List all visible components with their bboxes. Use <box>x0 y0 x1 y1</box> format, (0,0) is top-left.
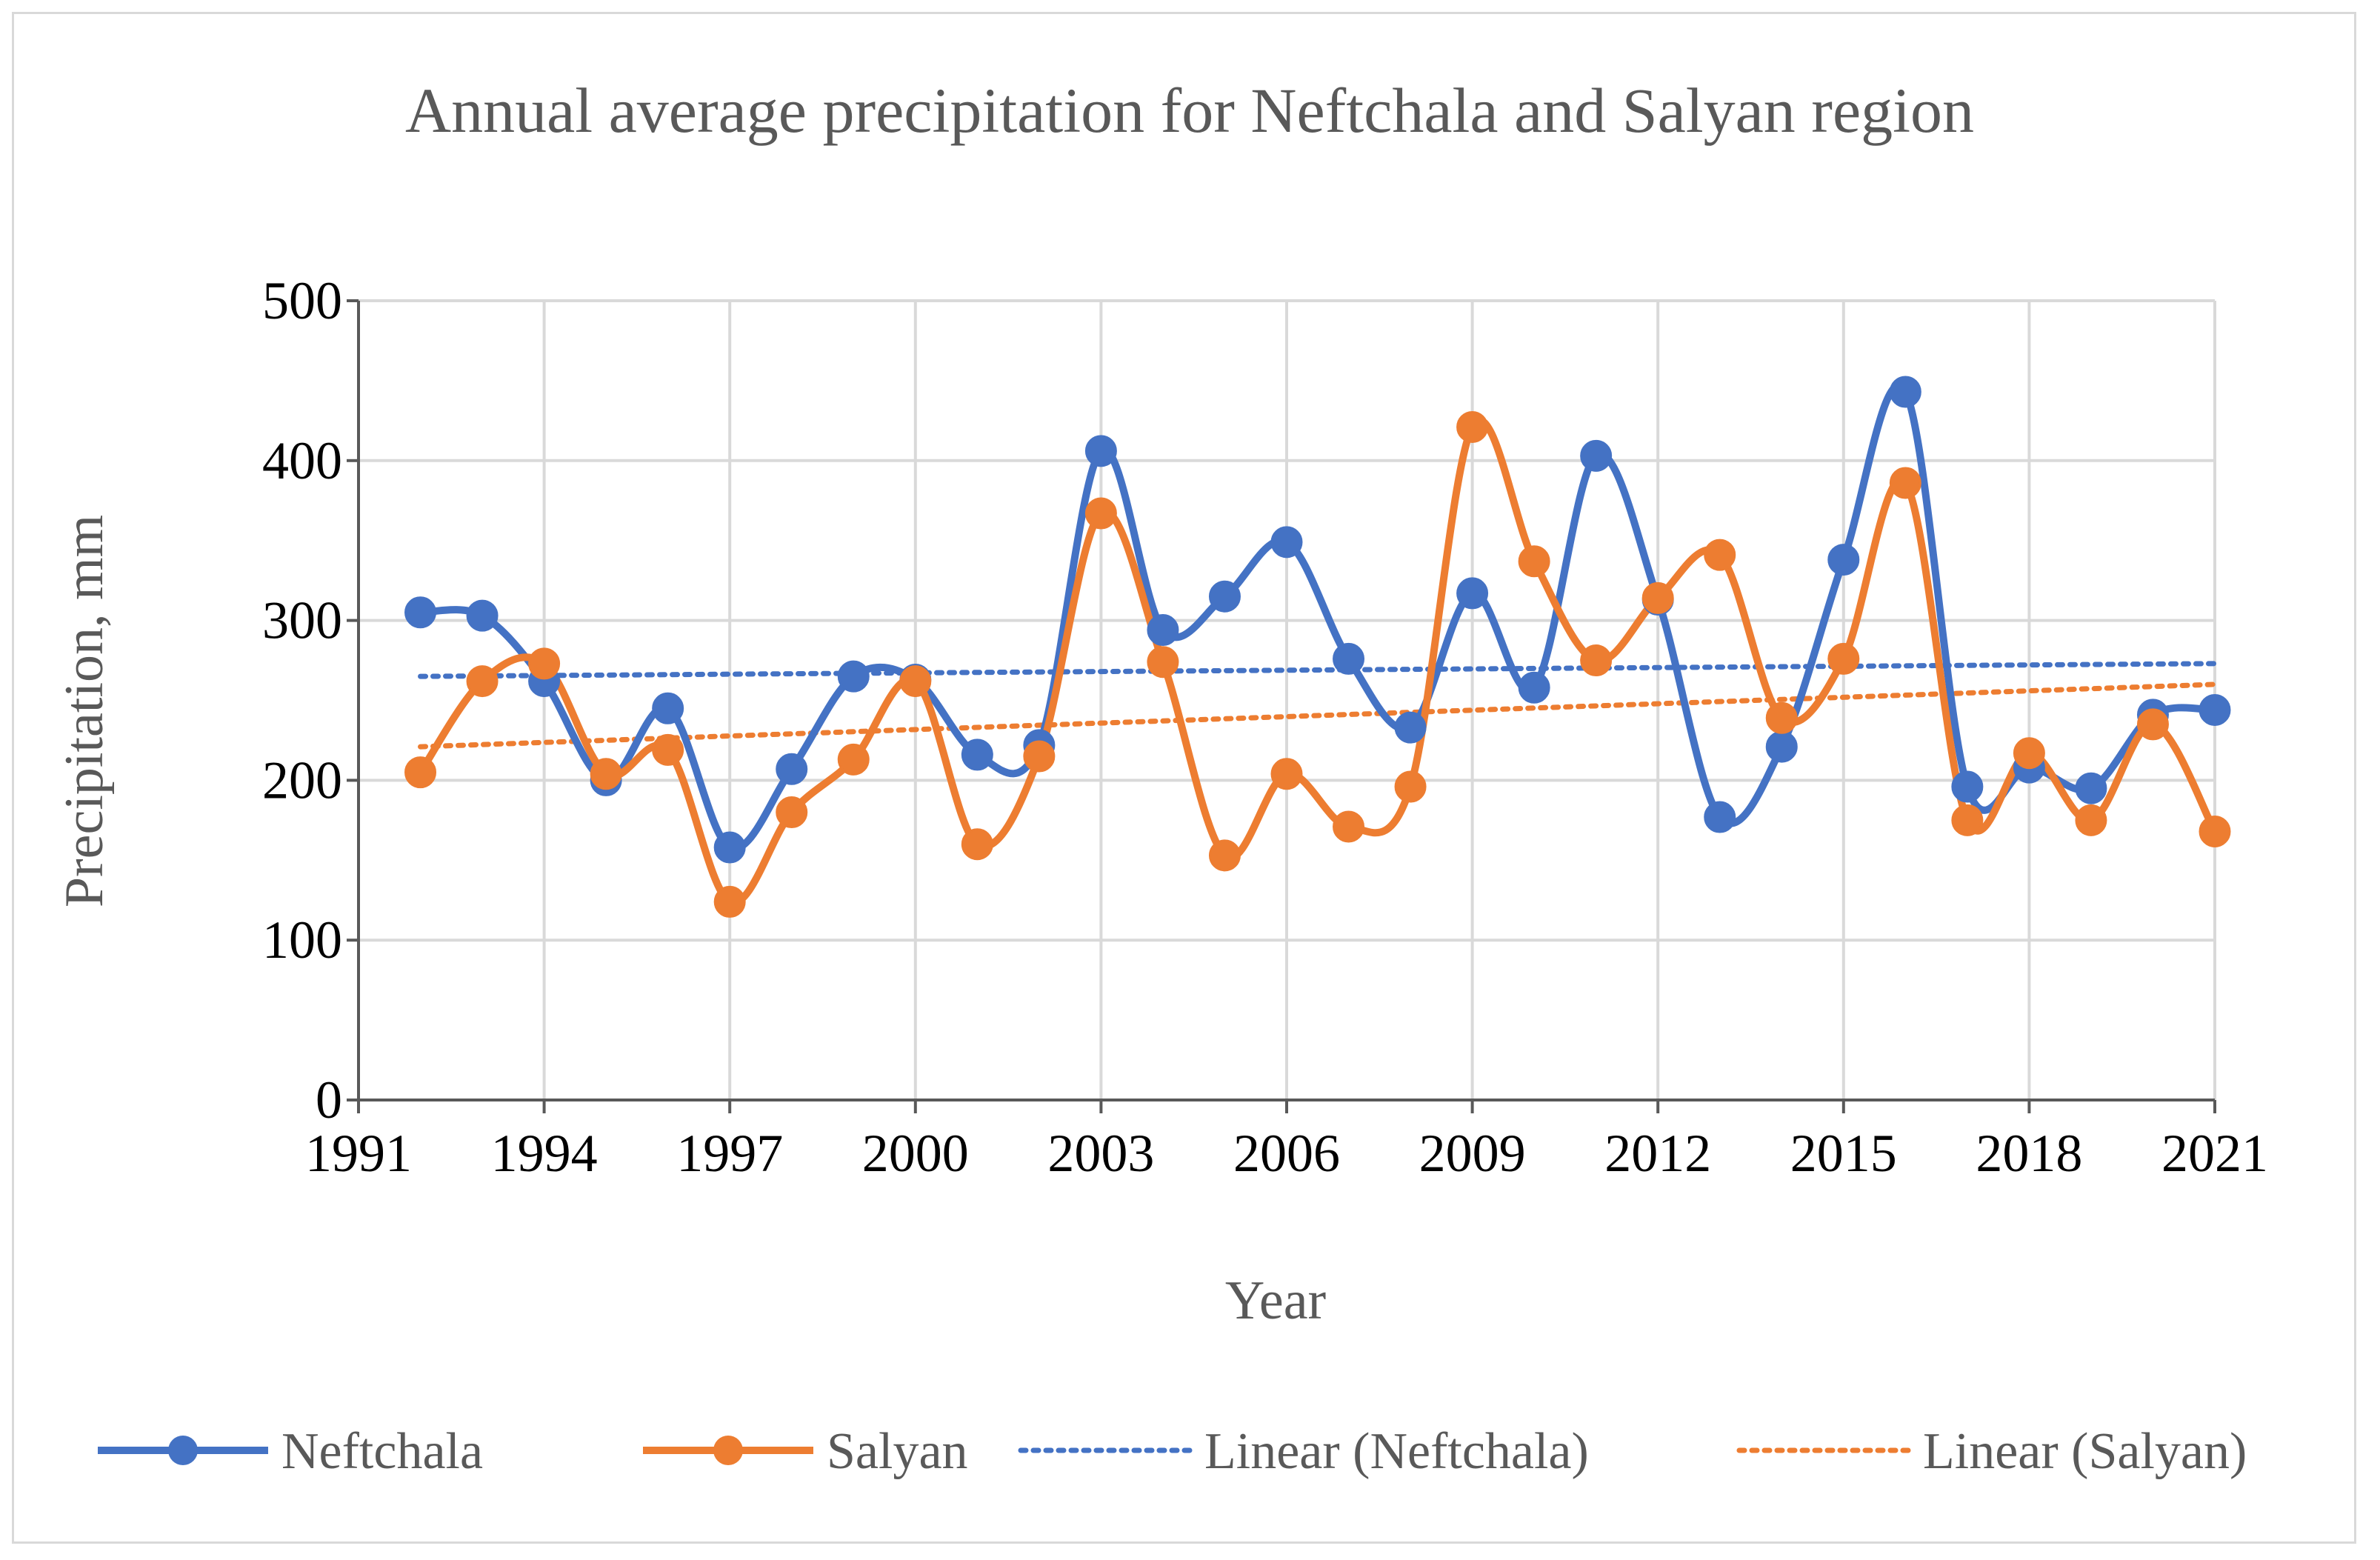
trendline-linear-salyan <box>418 681 2218 750</box>
point-neftchala-2011 <box>1580 439 1613 472</box>
point-salyan-2011 <box>1580 644 1613 677</box>
point-neftchala-1992 <box>404 596 437 629</box>
point-neftchala-1999 <box>837 660 870 693</box>
x-tick-label: 2018 <box>1976 1124 2082 1183</box>
y-tick-label: 200 <box>262 750 342 810</box>
legend-marker-neftchala <box>168 1436 198 1465</box>
point-neftchala-2008 <box>1394 711 1427 744</box>
point-salyan-2017 <box>1951 804 1984 836</box>
point-salyan-2020 <box>2136 708 2169 741</box>
legend-label-neftchala: Neftchala <box>281 1423 483 1480</box>
point-salyan-2006 <box>1270 758 1303 790</box>
point-neftchala-2007 <box>1333 642 1365 675</box>
point-salyan-1992 <box>404 756 437 789</box>
point-salyan-2003 <box>1084 497 1117 530</box>
point-salyan-2001 <box>961 828 993 861</box>
x-tick-label: 2000 <box>862 1124 969 1183</box>
point-salyan-2007 <box>1333 810 1365 843</box>
point-neftchala-1998 <box>776 753 808 785</box>
point-neftchala-1997 <box>713 831 746 864</box>
legend: Neftchala Salyan Linear (Neftchala) Linear … <box>98 1423 2247 1480</box>
point-salyan-1993 <box>466 665 499 698</box>
point-salyan-1997 <box>713 885 746 918</box>
grid-layer <box>359 299 2216 1100</box>
legend-label-linear-salyan: Linear (Salyan) <box>1923 1423 2247 1480</box>
point-salyan-2015 <box>1827 642 1860 675</box>
point-neftchala-2004 <box>1147 614 1179 647</box>
x-tick-label: 2021 <box>2161 1124 2268 1183</box>
point-salyan-1999 <box>837 743 870 776</box>
x-tick-label: 2009 <box>1419 1124 1526 1183</box>
point-salyan-2000 <box>899 665 932 698</box>
marker-layer <box>404 376 2231 918</box>
point-neftchala-2001 <box>961 739 993 771</box>
x-axis-label: Year <box>1225 1270 1326 1331</box>
point-neftchala-2015 <box>1827 544 1860 576</box>
series-layer <box>417 381 2219 907</box>
point-salyan-2009 <box>1456 410 1489 443</box>
legend-marker-salyan <box>713 1436 743 1465</box>
point-neftchala-2005 <box>1208 580 1241 613</box>
x-tick-label: 2015 <box>1790 1124 1897 1183</box>
chart-title: Annual average precipitation for Neftcha… <box>405 75 1974 146</box>
x-tick-label: 1997 <box>676 1124 783 1183</box>
point-salyan-2010 <box>1518 545 1550 578</box>
x-tick-label: 2003 <box>1047 1124 1154 1183</box>
x-tick-label: 1991 <box>305 1124 412 1183</box>
point-salyan-2021 <box>2199 815 2231 847</box>
point-salyan-2016 <box>1889 467 1921 499</box>
point-neftchala-2021 <box>2199 693 2231 726</box>
x-tick-label: 2012 <box>1604 1124 1711 1183</box>
point-salyan-2014 <box>1765 701 1798 734</box>
point-salyan-2012 <box>1641 581 1674 614</box>
trend-layer <box>418 661 2218 750</box>
y-tick-label: 0 <box>316 1070 342 1130</box>
point-neftchala-1996 <box>652 692 684 724</box>
point-neftchala-2003 <box>1084 435 1117 467</box>
legend-label-linear-neftchala: Linear (Neftchala) <box>1204 1423 1589 1480</box>
axes-layer: 0 100 200 300 400 500 1991 1994 1997 2000 2003 2006… <box>262 271 2268 1183</box>
y-tick-label: 100 <box>262 910 342 970</box>
point-salyan-2019 <box>2075 804 2107 836</box>
x-tick-label: 1994 <box>491 1124 598 1183</box>
point-neftchala-1993 <box>466 599 499 632</box>
point-salyan-1996 <box>652 733 684 766</box>
y-tick-label: 400 <box>262 431 342 490</box>
trendline-linear-neftchala <box>418 661 2218 679</box>
point-salyan-2008 <box>1394 770 1427 803</box>
point-salyan-2002 <box>1023 740 1056 773</box>
point-neftchala-2017 <box>1951 770 1984 803</box>
point-neftchala-2009 <box>1456 577 1489 610</box>
legend-label-salyan: Salyan <box>827 1423 968 1480</box>
point-neftchala-2010 <box>1518 671 1550 704</box>
point-neftchala-2019 <box>2075 772 2107 804</box>
y-axis-label: Precipitation, mm <box>54 515 115 907</box>
point-salyan-2013 <box>1704 539 1736 571</box>
point-neftchala-2013 <box>1704 801 1736 833</box>
y-tick-label: 500 <box>262 271 342 330</box>
point-neftchala-2006 <box>1270 526 1303 559</box>
point-salyan-2004 <box>1147 646 1179 679</box>
y-tick-label: 300 <box>262 591 342 650</box>
point-salyan-1995 <box>590 758 622 790</box>
point-neftchala-2016 <box>1889 376 1921 408</box>
point-salyan-1994 <box>528 647 561 680</box>
point-salyan-2018 <box>2013 737 2045 770</box>
x-tick-label: 2006 <box>1233 1124 1340 1183</box>
point-salyan-2005 <box>1208 839 1241 872</box>
point-neftchala-2014 <box>1765 730 1798 763</box>
point-salyan-1998 <box>776 796 808 829</box>
